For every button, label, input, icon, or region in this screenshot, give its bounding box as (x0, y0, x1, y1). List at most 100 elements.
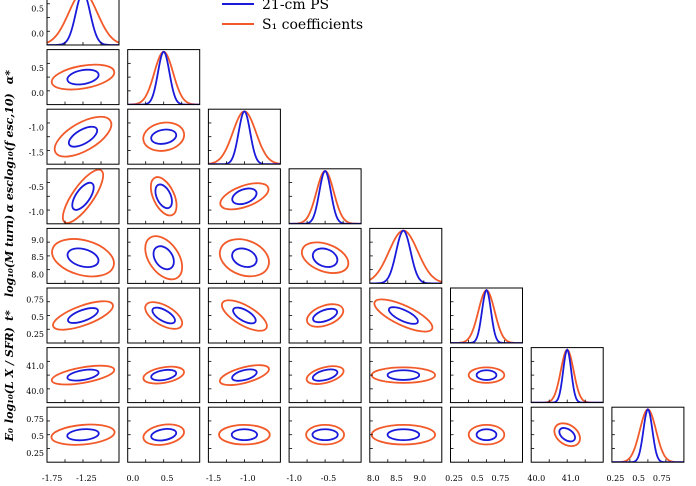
s1-marginal-curve (47, 0, 119, 44)
s1-contour (51, 238, 115, 278)
panel-frame (127, 108, 201, 165)
s1-marginal-curve (611, 408, 684, 463)
legend (222, 3, 254, 25)
contour-panel (207, 287, 281, 344)
panel-frame (46, 168, 120, 225)
ps-contour (150, 128, 178, 145)
ps-contour (230, 428, 258, 442)
x-tick-label: 0.5 (632, 474, 645, 483)
panel-frame (450, 287, 523, 344)
contour-panel (288, 287, 362, 344)
panel-frame (450, 347, 523, 404)
s1-contour (53, 115, 113, 158)
legend-s1-label: S₁ coefficients (262, 17, 363, 33)
contour-panel (207, 227, 281, 284)
contour-panel (207, 168, 281, 225)
x-tick-label: 40.0 (527, 474, 545, 483)
panel-frame (127, 347, 201, 404)
s1-contour (305, 365, 345, 385)
contour-panel (288, 406, 362, 463)
s1-contour (467, 423, 506, 446)
s1-contour (370, 423, 436, 446)
s1-marginal-curve (208, 110, 281, 165)
marginal-panel (288, 168, 362, 225)
y-tick-label: -1.0 (29, 123, 44, 132)
y-tick-label: 0.75 (26, 415, 44, 424)
s1-marginal-curve (450, 289, 523, 343)
panel-frame (207, 347, 281, 404)
marginal-panel (611, 406, 685, 463)
s1-contour (218, 238, 270, 278)
s1-marginal-curve (531, 348, 604, 403)
s1-contour (221, 299, 268, 332)
ps-contour (152, 245, 175, 271)
y-tick-label: 0.0 (31, 89, 44, 98)
x-tick-label: -1.0 (287, 474, 302, 483)
contour-panel (530, 406, 604, 463)
contour-panel (207, 347, 281, 404)
ps-contour (312, 307, 339, 324)
x-tick-label: -1.0 (240, 474, 255, 483)
panel-frame (530, 347, 604, 404)
ps-contour (558, 427, 576, 443)
s1-contour (62, 168, 104, 224)
contour-panel (46, 347, 120, 404)
y-tick-label: 0.5 (31, 313, 44, 322)
legend-ps-label: 21-cm PS (262, 0, 329, 13)
ps-marginal-curve (47, 0, 119, 45)
x-tick-label: 0.5 (471, 474, 484, 483)
panel-frame (46, 287, 120, 344)
s1-contour (306, 303, 345, 328)
ps-marginal-curve (127, 50, 200, 105)
s1-contour (144, 235, 184, 281)
ps-contour (66, 247, 100, 268)
marginal-panel (369, 227, 443, 284)
y-axis-label: E₀ (3, 428, 16, 442)
s1-contour (144, 301, 184, 330)
y-tick-label: 0.25 (26, 449, 44, 458)
panel-frame (127, 287, 201, 344)
x-tick-label: 8.0 (367, 474, 380, 483)
contour-panel (46, 108, 120, 165)
contour-panel (127, 227, 201, 284)
s1-contour (218, 423, 271, 446)
s1-marginal-curve (127, 50, 200, 105)
ps-contour (311, 368, 339, 382)
ps-contour (151, 306, 176, 325)
x-tick-label: 0.75 (653, 474, 671, 483)
panel-frame (611, 406, 685, 463)
y-tick-label: 0.5 (31, 432, 44, 441)
y-axis-label: α* (3, 70, 16, 84)
panel-frame (127, 406, 201, 463)
ps-marginal-curve (450, 288, 523, 343)
y-tick-label: 41.0 (26, 362, 44, 371)
ps-contour (232, 306, 257, 325)
marginal-panel (530, 347, 604, 404)
y-tick-label: 0.5 (31, 64, 44, 73)
contour-panel (450, 347, 523, 404)
y-tick-label: -1.5 (29, 148, 44, 157)
contour-panel (46, 227, 120, 284)
contour-panel (207, 406, 281, 463)
s1-contour (142, 423, 185, 446)
x-tick-label: 9.0 (413, 474, 426, 483)
ps-contour (231, 247, 258, 268)
contour-panel (450, 406, 523, 463)
marginal-panel (127, 49, 201, 106)
contour-panel (127, 168, 201, 225)
ps-marginal-curve (208, 110, 281, 165)
y-axis-label: log₁₀(f esc,10) (3, 93, 16, 180)
panel-frame (288, 287, 362, 344)
marginal-panel (450, 287, 523, 344)
panel-frame (450, 406, 523, 463)
panel-frame (127, 49, 201, 106)
ps-contour (67, 125, 99, 148)
y-axis-label: α esc (3, 180, 16, 212)
x-tick-label: 0.0 (126, 474, 139, 483)
ps-marginal-curve (289, 169, 362, 224)
y-tick-label: -0.5 (29, 183, 44, 192)
contour-panel (46, 287, 120, 344)
y-tick-label: 0.0 (31, 29, 44, 38)
ps-contour (311, 247, 339, 268)
